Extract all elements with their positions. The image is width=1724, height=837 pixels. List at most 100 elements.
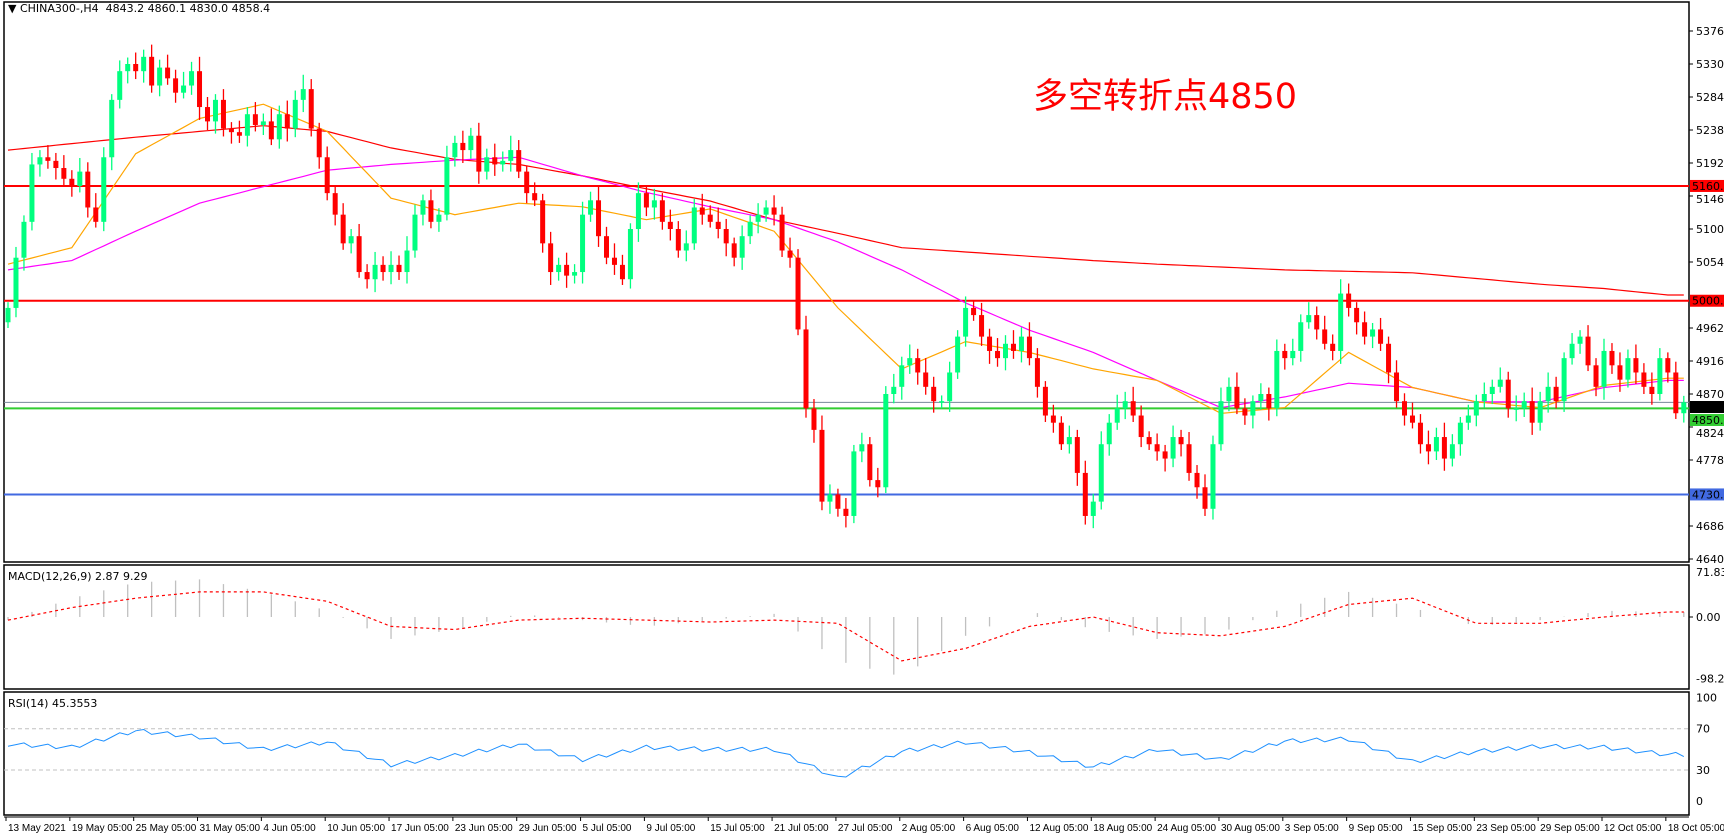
candle-body bbox=[476, 135, 482, 172]
candle-body bbox=[1154, 444, 1160, 452]
candle-body bbox=[29, 164, 35, 222]
candle bbox=[1026, 322, 1032, 366]
candle-body bbox=[205, 107, 210, 122]
main-panel-frame bbox=[3, 1, 1690, 563]
price-tick-label: 5146.0 bbox=[1696, 193, 1724, 206]
candle-body bbox=[851, 451, 857, 516]
candle bbox=[1513, 395, 1519, 422]
candle bbox=[899, 356, 905, 400]
candle-body bbox=[699, 207, 705, 215]
candle bbox=[324, 146, 330, 201]
candle-body bbox=[348, 236, 354, 244]
candle bbox=[971, 300, 977, 321]
candle bbox=[1346, 283, 1352, 317]
price-tick-label: 5192.0 bbox=[1696, 157, 1724, 170]
candle-body bbox=[1242, 408, 1248, 416]
candle-body bbox=[1441, 437, 1447, 459]
candle bbox=[133, 52, 139, 80]
candle bbox=[931, 376, 937, 413]
candle-body bbox=[37, 157, 43, 165]
candle bbox=[883, 386, 889, 494]
candle bbox=[244, 107, 250, 147]
dropdown-triangle-icon[interactable]: ▼ bbox=[8, 2, 17, 15]
candle-body bbox=[284, 114, 290, 129]
rsi-line bbox=[7, 728, 1685, 778]
candle-body bbox=[1417, 422, 1423, 445]
candle bbox=[212, 94, 218, 134]
time-tick-label: 30 Aug 05:00 bbox=[1221, 823, 1280, 834]
candle bbox=[284, 100, 290, 142]
pivot-annotation: 多空转折点4850 bbox=[1033, 77, 1298, 117]
candle bbox=[205, 97, 210, 131]
candle-body bbox=[500, 160, 506, 165]
price-tick-label: 5284.0 bbox=[1696, 91, 1724, 104]
candle bbox=[524, 165, 530, 204]
ma-fast-line bbox=[7, 103, 1684, 415]
candle-body bbox=[428, 200, 434, 222]
candle-body bbox=[1234, 386, 1240, 409]
candle bbox=[1521, 392, 1527, 417]
price-tick-label: 4916.0 bbox=[1696, 355, 1724, 368]
time-tick-label: 4 Jun 05:00 bbox=[263, 823, 316, 834]
candle bbox=[1290, 338, 1296, 366]
candle-body bbox=[181, 85, 187, 93]
candle bbox=[1394, 360, 1400, 408]
candle bbox=[260, 113, 266, 136]
candle-body bbox=[189, 71, 195, 86]
candle bbox=[651, 188, 657, 220]
level-price-tag bbox=[1690, 179, 1724, 192]
candle bbox=[1194, 465, 1200, 499]
time-tick-label: 19 May 05:00 bbox=[72, 823, 133, 834]
candle bbox=[580, 201, 586, 284]
candle bbox=[1417, 414, 1423, 454]
candle bbox=[1018, 327, 1024, 363]
candle-body bbox=[1090, 501, 1096, 516]
candle-body bbox=[460, 142, 466, 151]
candle-body bbox=[356, 236, 362, 273]
time-tick-label: 10 Jun 05:00 bbox=[327, 823, 385, 834]
candle bbox=[149, 44, 155, 93]
candle bbox=[1386, 336, 1392, 384]
candle-body bbox=[324, 157, 330, 194]
time-tick-label: 5 Jul 05:00 bbox=[583, 823, 632, 834]
candle bbox=[1625, 349, 1631, 388]
candle bbox=[484, 148, 490, 180]
candle-body bbox=[69, 178, 75, 186]
macd-tick-label: -98.25 bbox=[1696, 673, 1724, 686]
candle bbox=[675, 221, 681, 258]
candle bbox=[236, 120, 242, 143]
candle bbox=[627, 223, 633, 289]
candle-body bbox=[939, 401, 945, 403]
candle bbox=[747, 215, 753, 245]
candle-body bbox=[1553, 386, 1559, 402]
candle bbox=[1154, 433, 1160, 461]
candle-body bbox=[963, 307, 969, 337]
candle bbox=[125, 57, 131, 84]
candle-body bbox=[1465, 415, 1471, 423]
candle bbox=[987, 328, 993, 364]
candle bbox=[723, 218, 729, 257]
time-tick-label: 17 Jun 05:00 bbox=[391, 823, 449, 834]
candle-body bbox=[1545, 386, 1551, 402]
candle bbox=[173, 69, 179, 103]
candle-body bbox=[1529, 401, 1535, 423]
candle bbox=[875, 467, 881, 498]
candle-body bbox=[364, 272, 370, 280]
candle-body bbox=[899, 365, 905, 387]
chart-header: ▼ CHINA300-,H4 4843.2 4860.1 4830.0 4858… bbox=[8, 2, 270, 15]
time-tick-label: 23 Jun 05:00 bbox=[455, 823, 513, 834]
candle bbox=[45, 145, 51, 169]
candle-body bbox=[891, 386, 897, 395]
candle bbox=[811, 399, 817, 443]
time-tick-label: 9 Jul 05:00 bbox=[646, 823, 695, 834]
candle-body bbox=[1481, 394, 1487, 402]
level-price-label: 4730.0 bbox=[1692, 488, 1724, 501]
candle-body bbox=[548, 243, 554, 273]
time-tick-label: 27 Jul 05:00 bbox=[838, 823, 893, 834]
candle-body bbox=[1146, 437, 1152, 445]
candle bbox=[1409, 402, 1415, 429]
candle bbox=[667, 209, 673, 241]
candle bbox=[165, 54, 171, 85]
candle bbox=[1098, 431, 1104, 510]
